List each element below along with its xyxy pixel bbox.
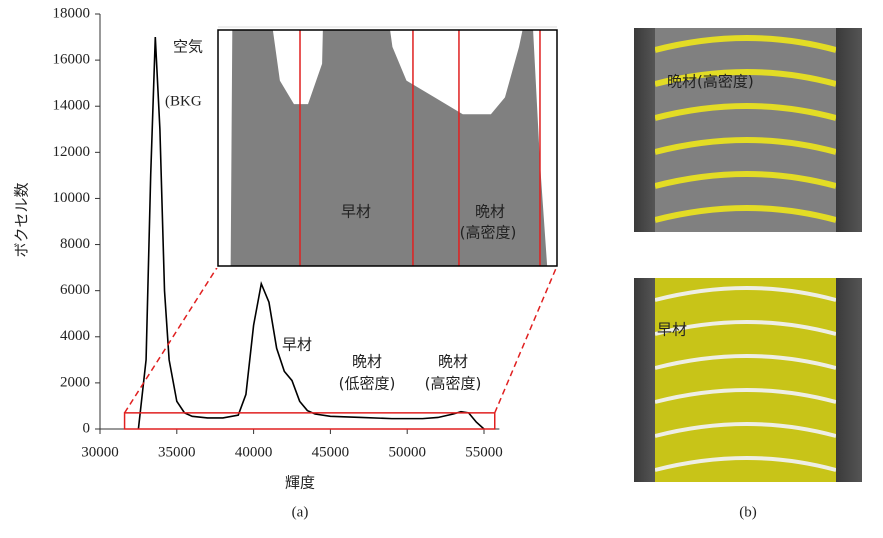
x-tick-label: 35000 (158, 444, 196, 460)
image-edge (836, 278, 862, 482)
stripe (654, 320, 837, 336)
y-tick-label: 0 (83, 420, 91, 436)
y-tick-label: 10000 (53, 190, 91, 206)
x-tick-label: 30000 (81, 444, 119, 460)
zoom-box (123, 412, 496, 430)
annotation: 早材 (282, 336, 312, 354)
zoom-connector (494, 265, 558, 414)
inset-label: (高密度) (460, 224, 517, 242)
stripe (654, 388, 837, 404)
inset-frame (217, 29, 558, 267)
inset-label: 早材 (341, 203, 371, 221)
x-tick-label: 50000 (388, 444, 426, 460)
stripe (654, 103, 837, 121)
image-label: 早材 (657, 321, 687, 339)
y-tick-label: 4000 (60, 328, 90, 344)
stripe (654, 35, 837, 53)
image-edge (836, 28, 862, 232)
stripe (654, 205, 837, 223)
x-tick-label: 40000 (235, 444, 273, 460)
stripe (654, 69, 837, 87)
stripe (654, 354, 837, 370)
y-axis-label: ボクセル数 (13, 182, 31, 257)
y-tick-label: 2000 (60, 374, 90, 390)
y-tick-label: 14000 (53, 98, 91, 114)
image-latewood (634, 28, 862, 232)
annotation: (低密度) (339, 375, 396, 393)
panel-a-label: (a) (292, 504, 309, 520)
y-tick-label: 16000 (53, 52, 91, 68)
y-tick-label: 8000 (60, 236, 90, 252)
stripe (654, 286, 837, 302)
annotation: 晩材 (352, 353, 382, 371)
inset-label: 晩材 (475, 203, 505, 221)
y-tick-label: 12000 (53, 144, 91, 160)
stripe (654, 137, 837, 155)
inset-area (230, 30, 548, 266)
inset (230, 30, 548, 266)
histogram-line (137, 37, 485, 430)
stripe (654, 456, 837, 472)
y-tick-label: 6000 (60, 282, 90, 298)
x-axis-label: 輝度 (285, 474, 315, 492)
image-earlywood (634, 278, 862, 482)
image-panels (634, 28, 862, 482)
x-tick-label: 45000 (312, 444, 350, 460)
annotation: (高密度) (425, 375, 482, 393)
inset-label: 空気 (173, 38, 203, 56)
image-edge (634, 278, 655, 482)
annotation: 晩材 (438, 353, 468, 371)
inset-label: (BKG (165, 93, 202, 109)
y-tick-label: 18000 (53, 5, 91, 21)
stripe (654, 171, 837, 189)
x-tick-label: 55000 (465, 444, 503, 460)
image-edge (634, 28, 655, 232)
stripe (654, 422, 837, 438)
panel-b-label: (b) (739, 504, 757, 520)
zoom-connector (123, 265, 219, 414)
image-label: 晩材(高密度) (667, 73, 754, 91)
